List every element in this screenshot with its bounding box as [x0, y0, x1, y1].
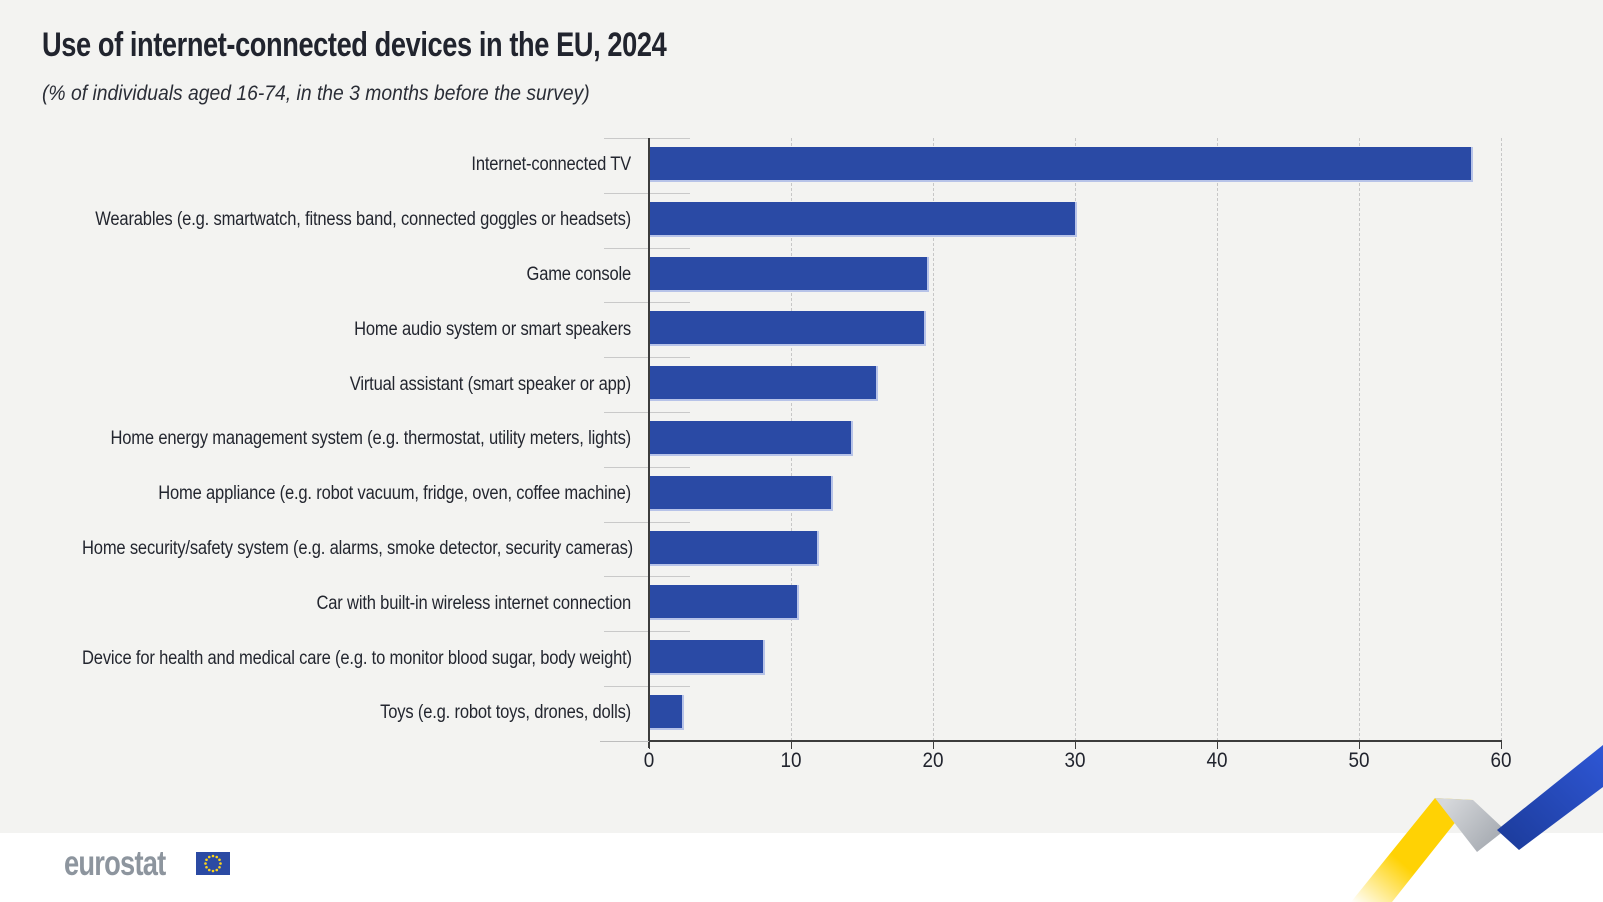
bar-track: [649, 631, 1603, 686]
gridline: [1359, 138, 1360, 741]
x-axis-tick-label: 10: [780, 749, 802, 772]
category-label: Home security/safety system (e.g. alarms…: [82, 537, 634, 559]
bar-track: [649, 686, 1603, 741]
bar-track: [649, 138, 1603, 193]
row-separator-tick: [604, 576, 690, 578]
gridline: [1075, 138, 1076, 741]
bar-row: Car with built-in wireless internet conn…: [0, 576, 1603, 631]
x-axis-tick: [933, 742, 934, 749]
bar-row: Home security/safety system (e.g. alarms…: [0, 522, 1603, 577]
bar-row: Device for health and medical care (e.g.…: [0, 631, 1603, 686]
x-axis-tick-label: 20: [922, 749, 944, 772]
x-axis-tick-label: 60: [1490, 749, 1512, 772]
bar: [649, 366, 879, 402]
category-label: Home audio system or smart speakers: [354, 318, 631, 340]
x-axis-tick-label: 50: [1348, 749, 1370, 772]
row-separator-tick: [604, 466, 690, 468]
bar-track: [649, 412, 1603, 467]
row-separator-tick: [604, 412, 690, 413]
bar-row: Game console: [0, 248, 1603, 303]
category-label: Wearables (e.g. smartwatch, fitness band…: [95, 209, 631, 231]
bar: [649, 530, 819, 566]
bar-row: Internet-connected TV: [0, 138, 1603, 193]
bar-row: Home appliance (e.g. robot vacuum, fridg…: [0, 467, 1603, 522]
x-axis-line: [649, 740, 1502, 742]
bar-track: [649, 467, 1603, 522]
bar: [649, 585, 799, 621]
category-label: Home energy management system (e.g. ther…: [110, 428, 632, 450]
bar: [649, 147, 1474, 182]
x-axis-tick-label: 40: [1206, 749, 1228, 772]
bar-row: Wearables (e.g. smartwatch, fitness band…: [0, 193, 1603, 248]
bar: [649, 256, 930, 292]
bar-track: [649, 302, 1603, 357]
bar-row: Toys (e.g. robot toys, drones, dolls): [0, 686, 1603, 741]
bar: [649, 311, 927, 347]
x-axis-tick: [1501, 742, 1502, 749]
bar-row: Home audio system or smart speakers: [0, 302, 1603, 357]
gridline: [933, 138, 934, 741]
row-separator-tick: [604, 302, 690, 304]
bar-track: [649, 522, 1603, 577]
row-separator-tick: [604, 521, 690, 523]
x-axis-tick: [1217, 742, 1218, 749]
category-label: Virtual assistant (smart speaker or app): [349, 373, 631, 395]
x-axis-tick: [1359, 742, 1360, 749]
bar: [649, 420, 853, 456]
x-axis-tick-label: 30: [1064, 749, 1086, 772]
bar-track: [649, 248, 1603, 303]
category-label: Internet-connected TV: [471, 154, 631, 176]
row-separator-tick: [604, 631, 690, 633]
bar: [649, 640, 765, 676]
chart-title: Use of internet-connected devices in the…: [42, 26, 667, 64]
gridline: [1217, 138, 1218, 741]
bar-track: [649, 576, 1603, 631]
bar-track: [649, 357, 1603, 412]
bar-row: Home energy management system (e.g. ther…: [0, 412, 1603, 467]
row-separator-tick: [604, 357, 690, 359]
category-label: Home appliance (e.g. robot vacuum, fridg…: [158, 483, 631, 505]
x-axis-tick: [791, 742, 792, 749]
eu-flag-icon: [196, 852, 231, 875]
x-axis-tick: [1075, 742, 1076, 749]
chart-background: [0, 0, 1603, 833]
bar: [649, 201, 1077, 237]
row-separator-tick: [604, 138, 690, 139]
x-axis-tick: [649, 742, 650, 749]
gridline: [1501, 138, 1502, 741]
row-separator-tick: [604, 686, 690, 687]
x-axis-tick-label: 0: [643, 749, 655, 772]
category-label: Device for health and medical care (e.g.…: [82, 647, 632, 669]
category-label: Game console: [526, 263, 632, 285]
x-axis-extension-line: [600, 741, 649, 742]
row-separator-tick: [604, 247, 690, 249]
category-label: Toys (e.g. robot toys, drones, dolls): [380, 702, 631, 724]
bar: [649, 475, 833, 511]
y-axis-line: [648, 138, 650, 748]
eurostat-logo-text: eurostat: [64, 844, 166, 883]
eurostat-logo: eurostat: [64, 844, 231, 883]
bar: [649, 694, 684, 730]
bar-row: Virtual assistant (smart speaker or app): [0, 357, 1603, 412]
row-separator-tick: [604, 192, 690, 194]
chart-subtitle: (% of individuals aged 16-74, in the 3 m…: [42, 82, 590, 105]
category-label: Car with built-in wireless internet conn…: [316, 592, 632, 614]
bar-track: [649, 193, 1603, 248]
zigzag-ribbon-icon: [1351, 745, 1603, 902]
bar-chart: Internet-connected TV Wearables (e.g. sma…: [0, 138, 1603, 741]
